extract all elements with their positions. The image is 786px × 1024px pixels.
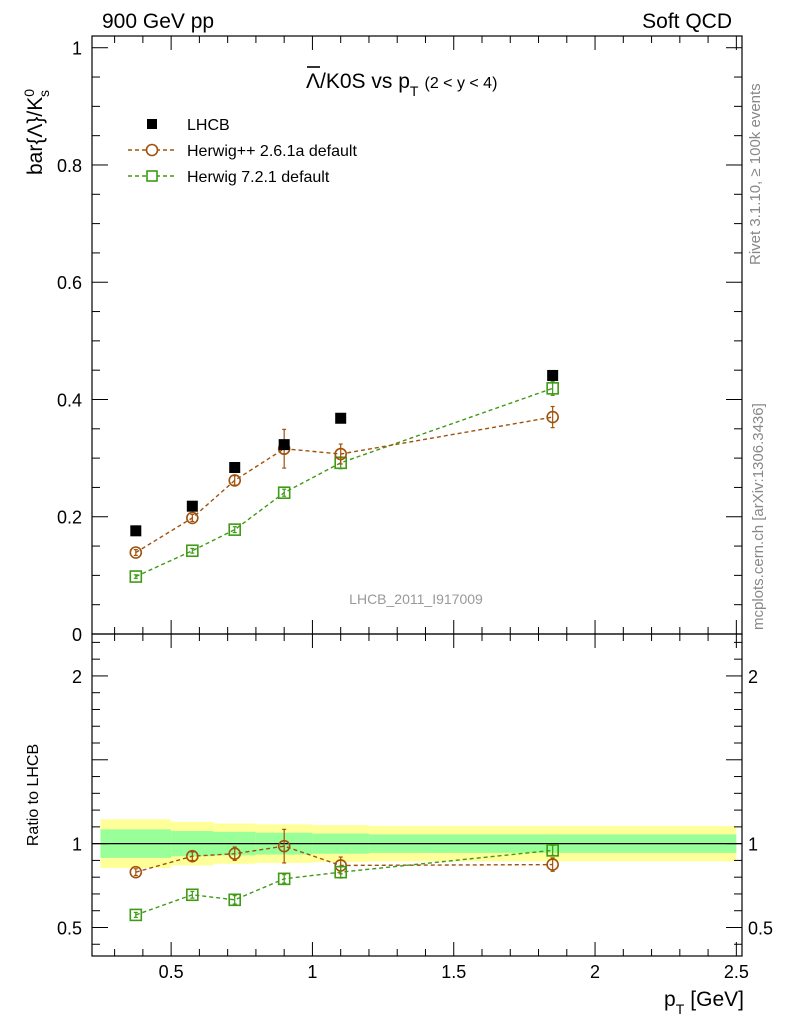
main-ylabel-sub: s — [36, 90, 52, 97]
ratio-y-tick-label-right: 2 — [748, 667, 758, 687]
mcplots-label: mcplots.cern.ch [arXiv:1306.3436] — [750, 403, 767, 630]
ratio-plot-area: 0.5 1 1.5 2 2.5 0.5 0.5 1 1 2 2 — [57, 633, 773, 982]
main-y-tick-label: 0.6 — [57, 273, 82, 293]
svg-text:Λ/K0S vs pT(2 < y < 4): Λ/K0S vs pT (2 < y < 4) — [306, 70, 497, 99]
main-lhcb-point — [547, 369, 559, 381]
xlabel-unit: [GeV] — [690, 988, 744, 1011]
legend-label-herwig7: Herwig 7.2.1 default — [187, 169, 330, 186]
main-lhcb-point — [229, 461, 241, 473]
ratio-herwigpp-point — [186, 849, 199, 863]
main-herwig7-point — [228, 523, 242, 536]
legend: LHCB Herwig++ 2.6.1a default Herwig 7.2.… — [128, 117, 357, 186]
ratio-y-tick-label-right: 0.5 — [748, 918, 773, 938]
ratio-ylabel: Ratio to LHCB — [25, 744, 42, 846]
legend-label-herwigpp: Herwig++ 2.6.1a default — [187, 143, 357, 160]
main-herwig7-point — [129, 570, 143, 583]
header-left: 900 GeV pp — [102, 10, 214, 33]
ratio-y-tick-label-left: 2 — [72, 667, 82, 687]
ratio-herwig7-point — [277, 872, 291, 886]
xlabel-text: p — [664, 988, 676, 1011]
main-herwigpp-line — [135, 416, 553, 554]
plot-title: Λ/K0S vs pT (2 < y < 4) — [306, 66, 497, 99]
ratio-herwig7-line — [135, 849, 553, 916]
ratio-frame — [91, 633, 743, 957]
main-herwig7-point — [277, 486, 291, 500]
main-herwig7-point — [546, 382, 559, 395]
ratio-herwigpp-point — [546, 858, 559, 871]
legend-marker-herwig7 — [146, 170, 158, 182]
main-y-tick-label: 0.2 — [57, 508, 82, 528]
ratio-y-tick-label-left: 1 — [72, 835, 82, 855]
main-y-tick-label: 0.8 — [57, 156, 82, 176]
x-tick-label: 2 — [590, 962, 600, 982]
ratio-y-tick-label-left: 0.5 — [57, 918, 82, 938]
main-ylabel-sup: 0 — [21, 89, 37, 97]
main-lhcb-point — [335, 412, 347, 424]
ratio-herwig7-point — [334, 865, 347, 879]
main-herwigpp-point — [228, 474, 242, 487]
main-plot-area: 0 0.2 0.4 0.6 0.8 1 — [57, 35, 743, 645]
main-y-tick-label: 0 — [72, 625, 82, 645]
main-lhcb-point — [278, 439, 290, 451]
ratio-herwigpp-line — [135, 845, 553, 873]
svg-text:bar{Λ}/K0s: bar{Λ}/K0s — [21, 89, 52, 175]
main-herwigpp-point — [546, 410, 559, 424]
legend-marker-herwigpp — [145, 143, 159, 157]
main-herwigpp-point — [334, 447, 347, 461]
main-y-tick-label: 1 — [72, 39, 82, 59]
plot-title-range: (2 < y < 4) — [424, 75, 497, 92]
plot-title-sub: T — [410, 83, 419, 99]
main-ylabel-text: bar{Λ}/K — [24, 97, 47, 175]
legend-label-lhcb: LHCB — [187, 117, 230, 134]
header-right: Soft QCD — [642, 10, 732, 33]
main-herwigpp-point — [129, 546, 143, 559]
main-lhcb-point — [186, 500, 198, 512]
main-herwig7-line — [135, 387, 553, 578]
ratio-herwigpp-point — [228, 847, 242, 860]
ratio-herwig7-point — [129, 908, 143, 922]
ratio-herwig7-point — [186, 888, 199, 902]
analysis-watermark: LHCB_2011_I917009 — [349, 591, 483, 607]
plot-title-main: /K0S vs p — [320, 70, 410, 93]
main-herwig7-point — [186, 544, 199, 558]
x-tick-label: 1 — [307, 962, 317, 982]
plot-title-bar: Λ — [306, 70, 320, 93]
rivet-label: Rivet 3.1.10, ≥ 100k events — [747, 83, 764, 265]
x-tick-label: 1.5 — [441, 962, 466, 982]
main-y-tick-label: 0.4 — [57, 390, 82, 410]
main-ylabel: bar{Λ}/K0s — [21, 89, 52, 175]
xlabel: pT [GeV] — [664, 988, 744, 1017]
xlabel-sub: T — [676, 1001, 685, 1017]
x-tick-label: 2.5 — [724, 962, 749, 982]
ratio-y-tick-label-right: 1 — [748, 835, 758, 855]
legend-marker-lhcb — [147, 119, 157, 129]
main-lhcb-point — [130, 525, 142, 537]
main-herwigpp-point — [186, 511, 199, 525]
ratio-herwigpp-point — [129, 865, 143, 879]
x-tick-label: 0.5 — [159, 962, 184, 982]
ratio-herwigpp-point — [277, 839, 291, 853]
ratio-herwig7-point — [228, 893, 242, 907]
ratio-herwig7-point — [546, 844, 559, 857]
